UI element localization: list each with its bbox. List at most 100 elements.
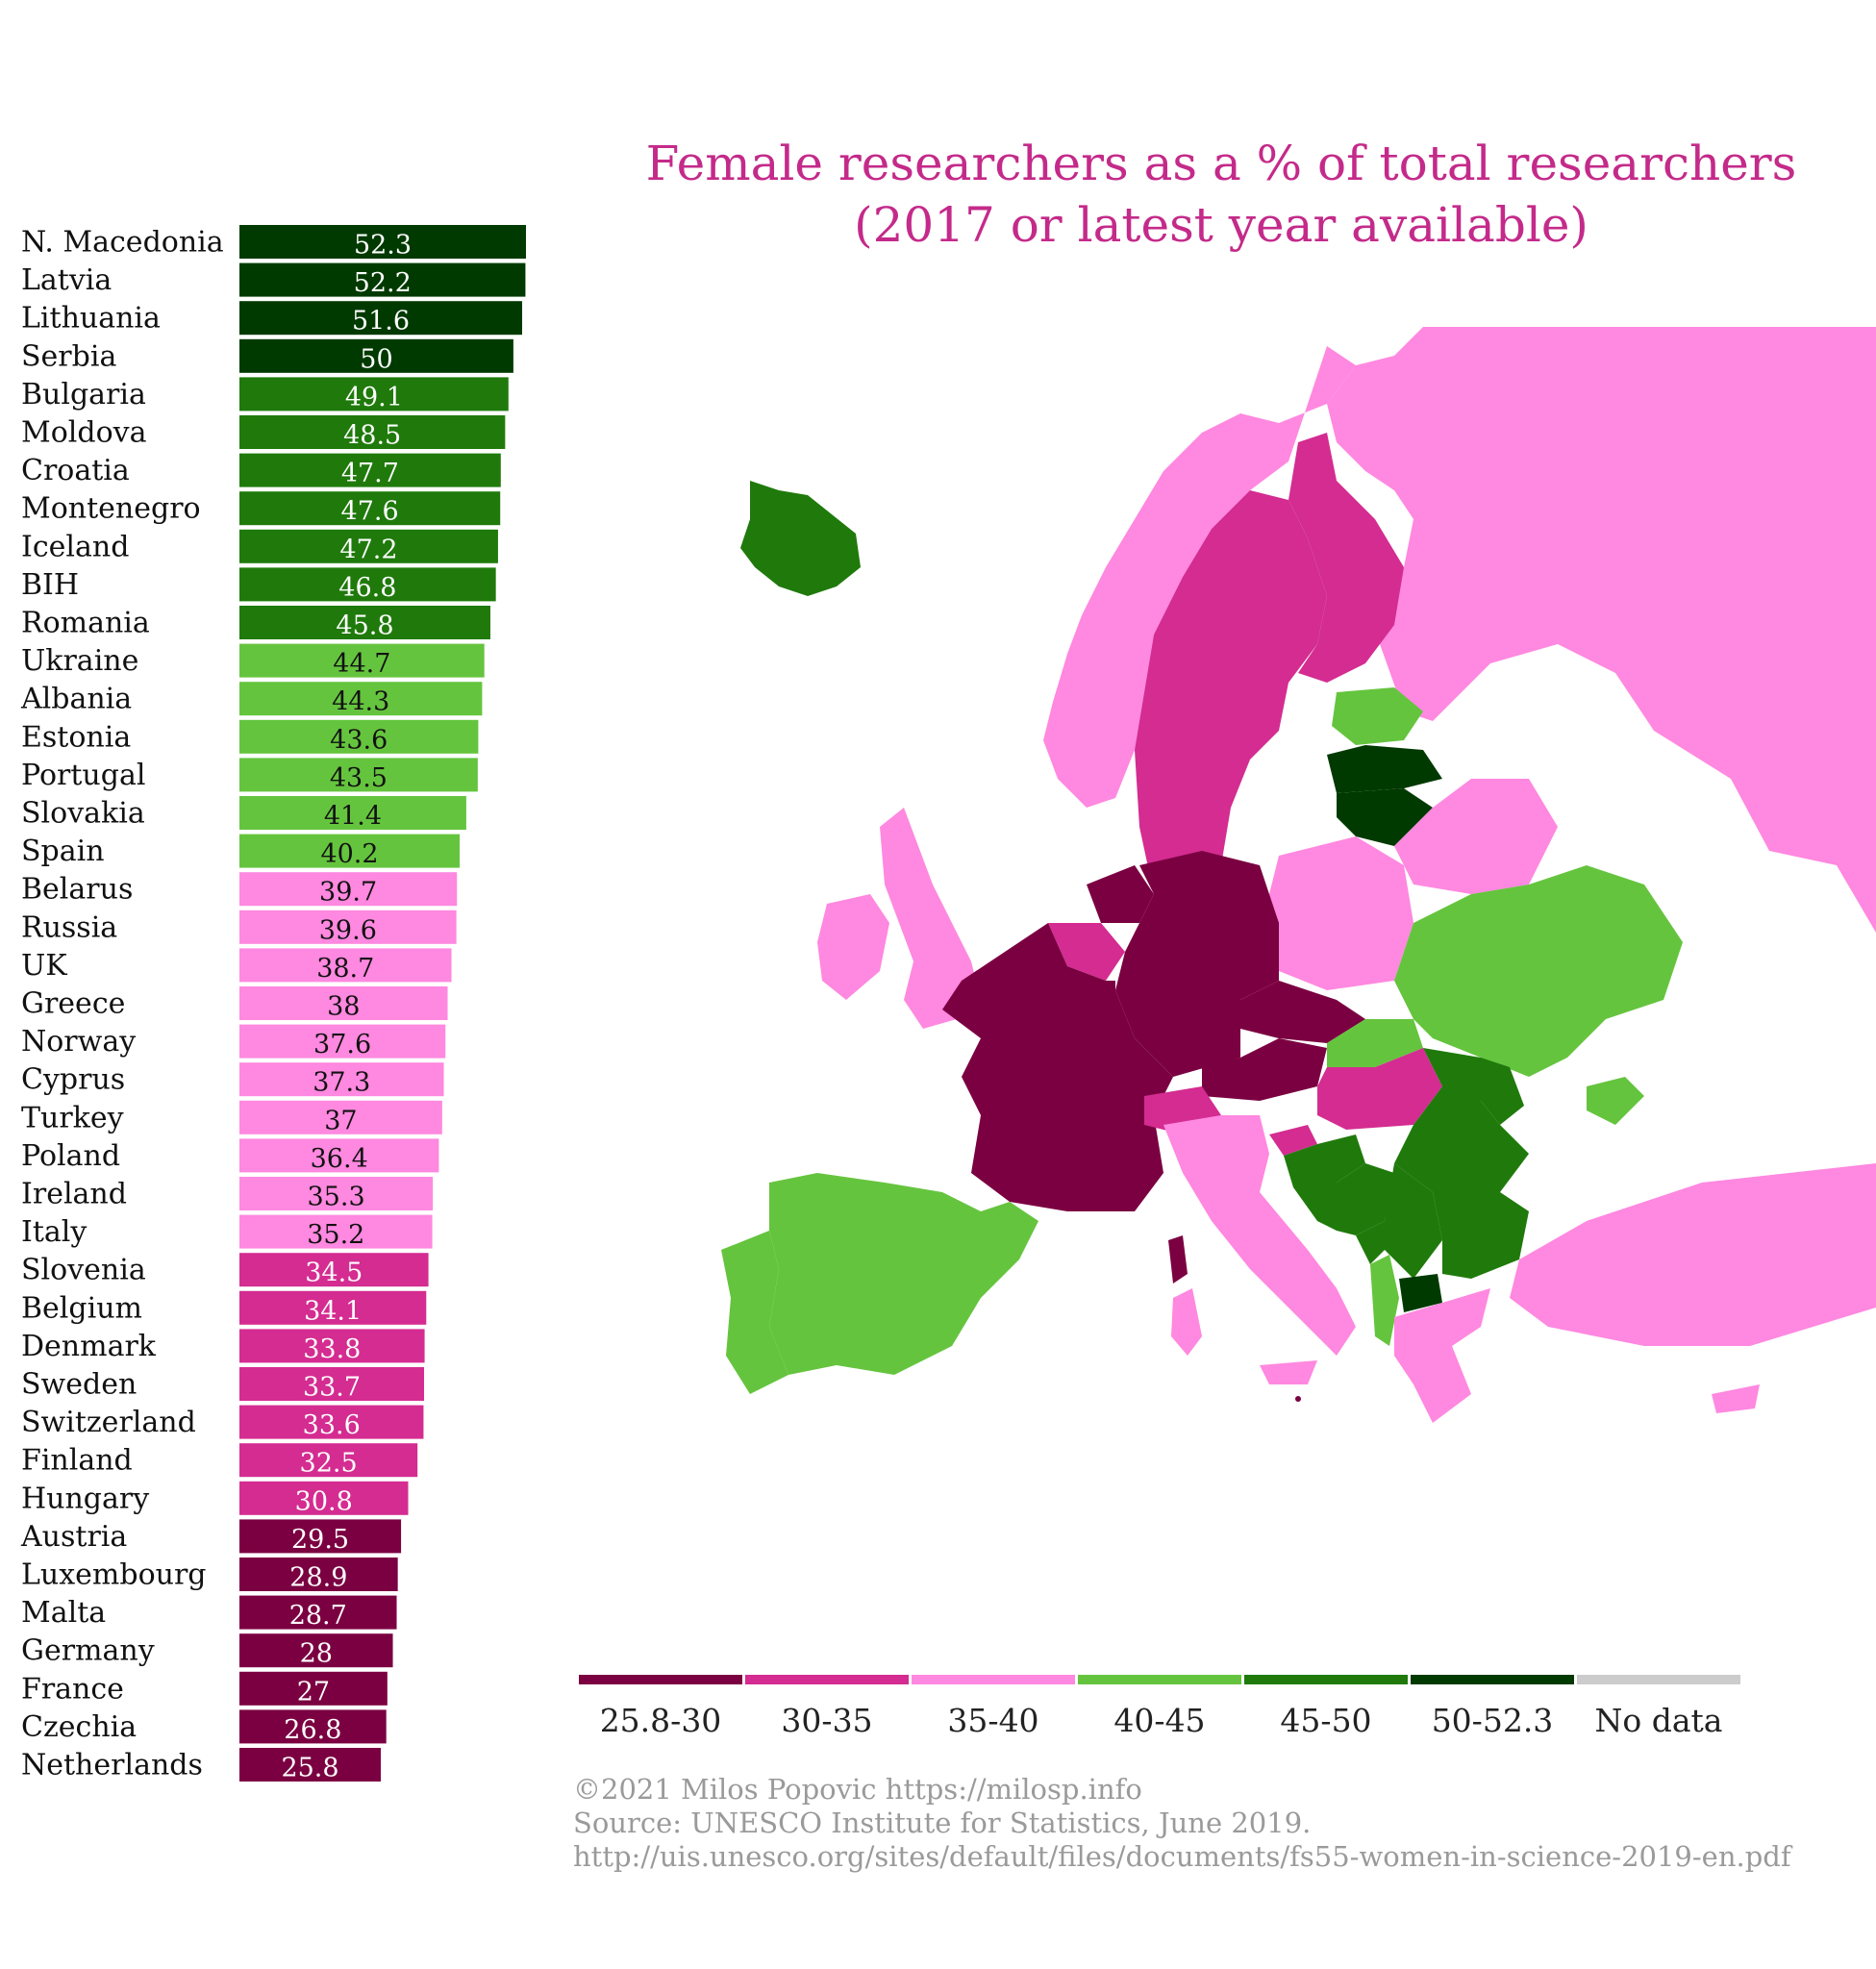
bar-category-label: Iceland [21,530,129,563]
bar-category-label: Portugal [21,759,145,792]
bar [239,377,509,411]
legend-swatch-3 [912,1675,1075,1684]
map-region-portugal [721,1231,788,1394]
bar [239,834,461,868]
map-region-spain [769,1173,1038,1375]
bar-category-label: Germany [21,1634,155,1668]
bar [239,719,479,754]
bar-category-label: N. Macedonia [21,226,224,260]
bar-value-label: 35.3 [308,1183,365,1212]
map-region-netherlands [1087,865,1154,923]
bar [239,986,448,1020]
bar-value-label: 39.6 [319,915,377,945]
map-region-czechia [1240,981,1365,1043]
bar-value-label: 33.6 [303,1410,361,1440]
legend-label-5: 45-50 [1280,1702,1372,1739]
bar [239,415,506,449]
map-region-germany [1115,851,1279,1077]
map-region-moldova [1481,1058,1524,1125]
bar-value-label: 28 [300,1639,333,1669]
bar [239,1558,398,1591]
bar-category-label: Belgium [21,1291,142,1325]
bar [239,338,513,373]
bar [239,1671,388,1706]
bar-category-label: Norway [21,1025,136,1059]
bar [239,1443,418,1478]
bar-value-label: 39.7 [319,878,377,908]
bar [239,1138,439,1173]
map-region-ukraine [1394,865,1683,1077]
map-region-denmark [1159,779,1202,851]
map-region-bih [1337,1163,1394,1235]
legend-swatch-2 [745,1675,909,1684]
bar-category-label: Serbia [21,339,116,373]
bar-value-label: 45.8 [336,611,393,641]
bar-category-label: Ukraine [21,644,138,678]
bar [239,1633,393,1668]
map-region-north-macedonia [1399,1274,1442,1312]
bar-category-label: Cyprus [21,1063,125,1097]
bar-value-label: 52.3 [354,231,412,261]
chart-title: Female researchers as a % of total resea… [596,133,1846,256]
bar [239,1214,433,1249]
map-region-romania [1394,1048,1529,1192]
map-region-slovenia [1269,1125,1317,1156]
bar [239,1024,446,1059]
bar [239,796,466,830]
bar-value-label: 43.6 [330,725,388,755]
legend-label-3: 35-40 [947,1702,1039,1739]
bar-value-label: 32.5 [300,1449,358,1479]
bar-value-label: 35.2 [307,1220,364,1250]
map-region-sicily [1260,1360,1317,1384]
bar [239,225,526,259]
title-line-2: (2017 or latest year available) [854,197,1588,253]
credits-url: http://uis.unesco.org/sites/default/file… [573,1840,1791,1873]
title-line-1: Female researchers as a % of total resea… [645,136,1797,191]
map-region-croatia [1284,1134,1365,1231]
map-region-finland [1288,433,1404,683]
bar-category-label: Albania [20,683,132,716]
map-region-iceland [740,481,861,596]
bar [239,1481,409,1515]
bar-value-label: 44.3 [332,687,389,717]
map-region-sardinia [1171,1288,1202,1356]
map-region-latvia [1327,745,1442,793]
bar-category-label: Finland [21,1444,133,1478]
bar [239,1329,425,1363]
bar [239,1405,424,1439]
legend-label-2: 30-35 [781,1702,873,1739]
bar [239,948,452,983]
bar-category-label: Estonia [21,720,131,754]
bar-value-label: 52.2 [354,268,412,298]
legend-swatch-7 [1577,1675,1740,1684]
bar-value-label: 40.2 [320,839,378,869]
bar-category-label: Greece [21,987,125,1021]
bar-category-label: Moldova [21,416,147,450]
bar-category-label: Montenegro [21,492,201,526]
bar [239,529,498,563]
map-region-estonia [1332,687,1423,745]
map-region-turkey [1510,1163,1876,1346]
bar-value-label: 51.6 [352,307,410,336]
bar-value-label: 34.1 [304,1296,362,1326]
bar-value-label: 47.2 [339,535,397,564]
bar-category-label: Romania [21,607,150,640]
bar-category-label: Lithuania [21,302,161,336]
bar-value-label: 36.4 [311,1144,368,1174]
bar-value-label: 43.5 [330,763,388,793]
bar [239,491,501,526]
bar [239,643,485,678]
bar-value-label: 38.7 [316,954,374,984]
bar-value-label: 29.5 [291,1525,349,1555]
bar-category-label: Spain [21,835,105,868]
bar [239,1253,429,1287]
bar-category-label: Malta [21,1596,106,1630]
bar-value-label: 48.5 [343,421,401,451]
map-region-poland [1264,836,1413,990]
legend-swatch-4 [1078,1675,1241,1684]
bar-category-label: Slovenia [21,1254,146,1287]
bar [239,1290,427,1325]
map-region-crimea [1587,1077,1644,1125]
credits-source: Source: UNESCO Institute for Statistics,… [573,1807,1312,1839]
map-region-norway [1043,346,1356,808]
